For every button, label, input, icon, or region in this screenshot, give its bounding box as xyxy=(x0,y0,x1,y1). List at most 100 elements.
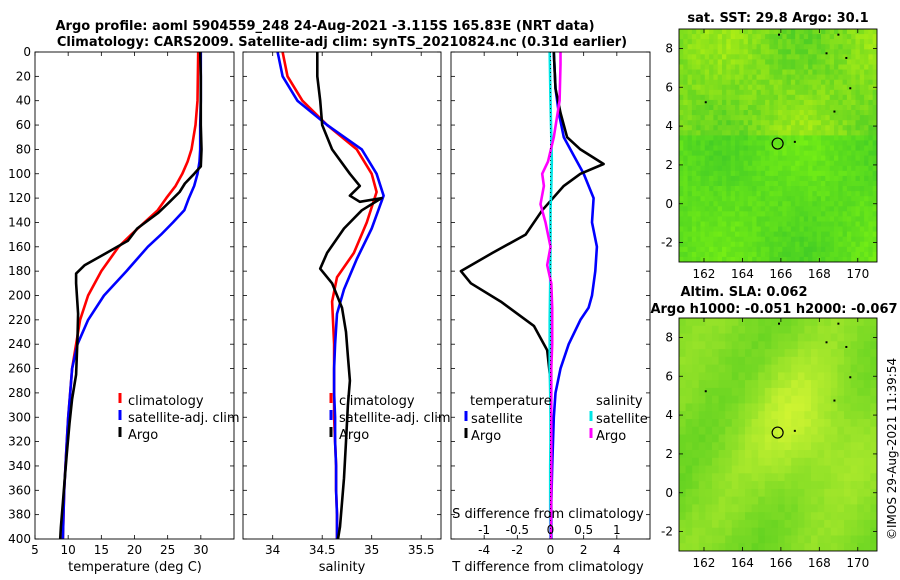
map-cell xyxy=(747,130,753,136)
map-cell xyxy=(830,387,838,397)
map-cell xyxy=(855,191,861,197)
map-cell xyxy=(735,175,740,182)
map-cell xyxy=(834,64,839,71)
map-cell xyxy=(803,160,809,167)
map-cell xyxy=(731,481,739,490)
map-cell xyxy=(812,201,818,207)
map-cell xyxy=(859,49,865,55)
map-cell xyxy=(846,221,852,228)
map-cell xyxy=(811,527,819,537)
map-cell xyxy=(765,64,770,71)
map-cell xyxy=(752,120,758,126)
map-cell xyxy=(765,105,770,111)
map-cell xyxy=(834,79,839,86)
map-cell xyxy=(812,94,818,101)
map-cell xyxy=(855,216,861,223)
map-cell xyxy=(765,54,770,60)
map-cell xyxy=(704,79,710,86)
map-cell xyxy=(713,34,719,40)
map-cell xyxy=(683,135,689,142)
map-cell xyxy=(797,465,805,474)
map-cell xyxy=(855,246,861,253)
map-cell xyxy=(790,181,796,187)
map-cell xyxy=(756,105,762,111)
map-cell xyxy=(752,59,758,66)
map-cell xyxy=(731,504,739,513)
map-cell xyxy=(691,216,697,223)
map-cell xyxy=(704,54,710,60)
map-cell xyxy=(700,94,706,101)
map-cell xyxy=(844,419,852,428)
map-cell xyxy=(868,29,874,35)
map-cell xyxy=(830,372,838,381)
map-cell xyxy=(743,74,749,81)
sla-map-title-line2: Argo h1000: -0.051 h2000: -0.067 xyxy=(650,302,897,317)
map-cell xyxy=(760,94,766,101)
map-cell xyxy=(713,246,719,253)
map-cell xyxy=(799,246,805,253)
map-cell xyxy=(782,256,788,262)
map-cell xyxy=(795,181,801,187)
map-cell xyxy=(855,99,861,106)
legend-salinity-header: salinity xyxy=(596,394,643,409)
map-cell xyxy=(739,256,745,262)
temperature-axis-label: temperature (deg C) xyxy=(68,560,202,575)
map-cell xyxy=(829,135,835,142)
map-cell xyxy=(760,155,766,162)
legend-label: climatology xyxy=(128,394,204,409)
map-cell xyxy=(811,488,819,498)
map-cell xyxy=(687,64,693,71)
map-cell xyxy=(834,110,839,116)
map-cell xyxy=(726,79,732,86)
map-cell xyxy=(842,155,848,162)
map-cell xyxy=(743,181,749,187)
map-cell xyxy=(722,44,727,50)
map-cell xyxy=(696,175,702,182)
map-cell xyxy=(797,380,805,389)
map-cell xyxy=(758,380,766,389)
map-cell xyxy=(747,115,753,121)
map-cell xyxy=(784,318,792,327)
map-cell xyxy=(829,251,835,258)
map-cell xyxy=(821,140,826,147)
map-cell xyxy=(718,504,726,513)
map-cell xyxy=(784,535,792,544)
map-cell xyxy=(829,165,835,172)
map-cell xyxy=(730,231,736,238)
map-cell xyxy=(683,130,689,136)
map-cell xyxy=(685,457,693,467)
map-cell xyxy=(769,206,775,212)
map-cell xyxy=(730,201,736,207)
map-cell xyxy=(692,372,700,381)
map-cell xyxy=(782,59,788,66)
map-cell xyxy=(850,481,858,490)
map-cell xyxy=(713,256,719,262)
map-cell xyxy=(850,372,858,381)
map-cell xyxy=(679,170,684,177)
map-cell xyxy=(846,99,852,106)
map-cell xyxy=(811,512,819,521)
map-cell xyxy=(691,110,697,116)
map-cell xyxy=(868,64,874,71)
map-cell xyxy=(713,79,719,86)
map-cell xyxy=(725,419,733,428)
map-cell xyxy=(722,74,727,81)
map-cell xyxy=(687,221,693,228)
map-cell xyxy=(683,79,689,86)
map-cell xyxy=(683,64,689,71)
map-cell xyxy=(747,29,753,35)
map-cell xyxy=(743,39,749,45)
map-cell xyxy=(837,481,845,490)
map-cell xyxy=(745,318,753,327)
map-cell xyxy=(773,181,779,187)
map-cell xyxy=(698,496,706,505)
map-cell xyxy=(769,155,775,162)
map-cell xyxy=(857,395,865,405)
map-cell xyxy=(709,175,714,182)
map-cell xyxy=(760,125,766,131)
map-cell xyxy=(816,241,822,248)
map-cell xyxy=(863,325,871,335)
map-cell xyxy=(743,155,749,162)
map-cell xyxy=(790,226,796,233)
